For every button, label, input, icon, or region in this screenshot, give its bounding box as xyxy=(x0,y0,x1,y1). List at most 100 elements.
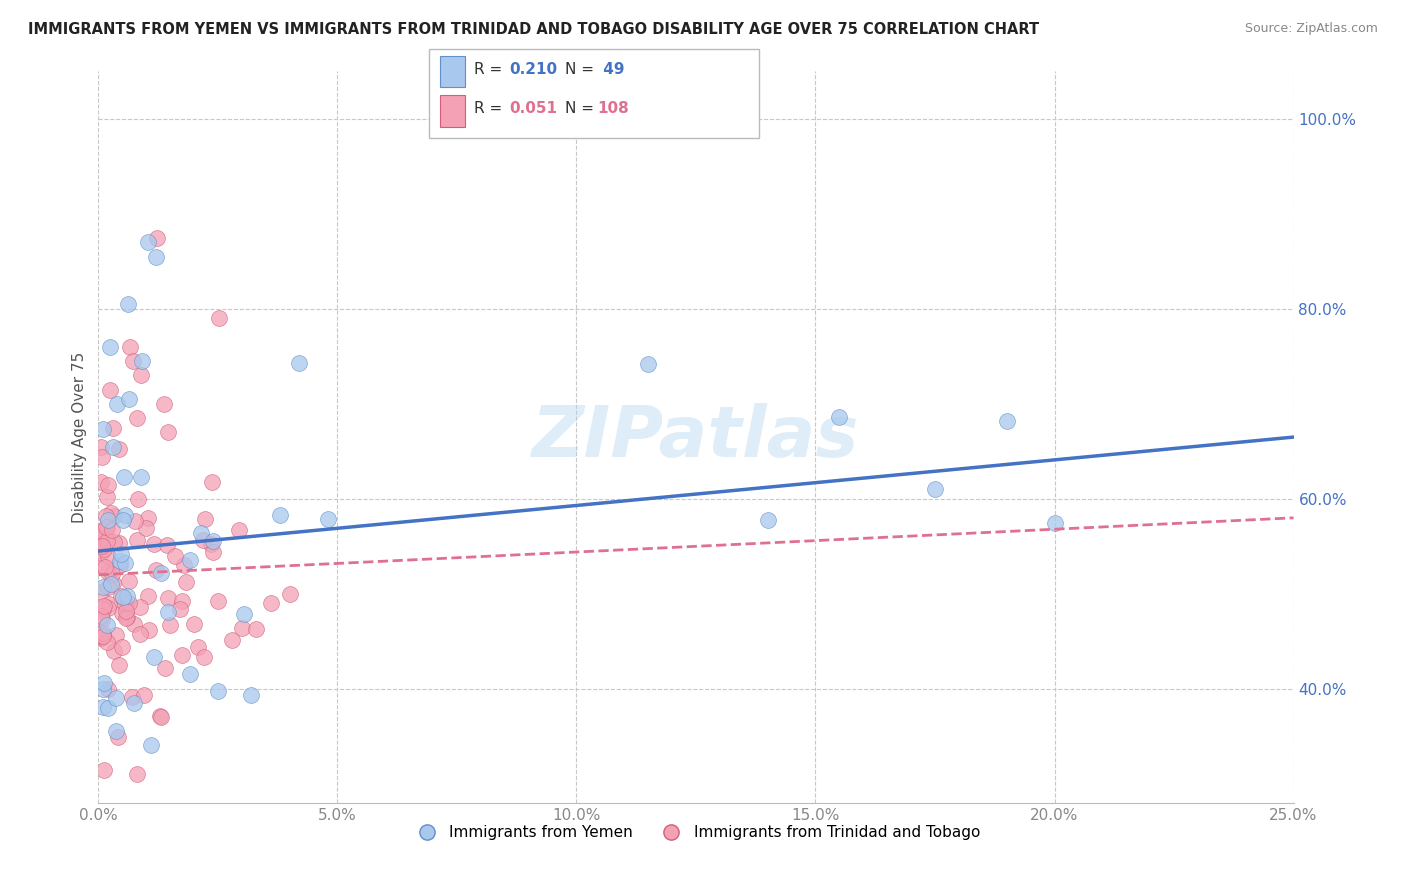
Point xyxy=(91,626,114,640)
Point xyxy=(179,553,201,567)
Point xyxy=(156,538,179,552)
Point xyxy=(122,617,145,632)
Point xyxy=(135,521,157,535)
Point xyxy=(156,605,179,619)
Point xyxy=(114,597,136,611)
Text: Source: ZipAtlas.com: Source: ZipAtlas.com xyxy=(1244,22,1378,36)
Legend: Immigrants from Yemen, Immigrants from Trinidad and Tobago: Immigrants from Yemen, Immigrants from T… xyxy=(405,819,987,847)
Point xyxy=(828,410,851,425)
Point xyxy=(107,536,129,550)
Point xyxy=(93,599,115,613)
Point xyxy=(93,602,115,616)
Point xyxy=(103,535,125,549)
Text: 0.051: 0.051 xyxy=(509,102,557,116)
Point xyxy=(233,607,256,621)
Point xyxy=(149,566,172,581)
Point xyxy=(288,356,311,370)
Point xyxy=(924,483,946,497)
Point xyxy=(221,633,243,648)
Point xyxy=(110,640,132,654)
Point xyxy=(129,599,152,614)
Point xyxy=(202,534,225,549)
Point xyxy=(145,563,167,577)
Point xyxy=(90,609,112,624)
Point xyxy=(98,383,121,397)
Point xyxy=(110,589,132,603)
Point xyxy=(96,534,118,549)
Point xyxy=(97,682,120,697)
Point xyxy=(101,421,124,435)
Point xyxy=(91,630,114,644)
Point xyxy=(131,354,153,368)
Point xyxy=(136,589,159,603)
Point xyxy=(637,357,659,371)
Point xyxy=(208,311,231,326)
Point xyxy=(110,558,132,573)
Point xyxy=(269,508,291,523)
Point xyxy=(101,440,124,454)
Point xyxy=(90,475,112,489)
Point xyxy=(159,618,181,632)
Point xyxy=(93,542,115,557)
Point xyxy=(172,594,194,608)
Point xyxy=(94,520,117,534)
Point xyxy=(149,710,172,724)
Point xyxy=(1043,516,1066,530)
Point xyxy=(187,640,209,655)
Point xyxy=(245,622,267,636)
Point xyxy=(134,688,156,702)
Point xyxy=(103,644,125,658)
Point xyxy=(190,525,212,540)
Text: N =: N = xyxy=(565,102,599,116)
Point xyxy=(96,618,118,632)
Point xyxy=(96,490,118,504)
Point xyxy=(90,539,112,553)
Point xyxy=(228,523,250,537)
Text: 0.210: 0.210 xyxy=(509,62,557,77)
Point xyxy=(98,597,121,611)
Point xyxy=(136,235,159,250)
Point xyxy=(114,557,136,571)
Point xyxy=(240,688,263,702)
Point xyxy=(103,576,125,591)
Point xyxy=(93,675,115,690)
Point xyxy=(115,604,138,618)
Point xyxy=(90,534,112,549)
Point xyxy=(138,511,160,525)
Text: 108: 108 xyxy=(598,102,630,116)
Point xyxy=(141,738,163,752)
Point xyxy=(995,414,1018,428)
Point xyxy=(259,596,281,610)
Point xyxy=(169,602,191,616)
Point xyxy=(193,649,215,664)
Point xyxy=(93,763,115,777)
Point xyxy=(94,559,117,574)
Point xyxy=(103,508,125,523)
Point xyxy=(90,585,112,599)
Point xyxy=(96,635,118,649)
Point xyxy=(118,392,141,406)
Point xyxy=(145,250,167,264)
Point xyxy=(156,425,179,440)
Point xyxy=(105,690,128,705)
Text: ZIPatlas: ZIPatlas xyxy=(533,402,859,472)
Point xyxy=(183,616,205,631)
Point xyxy=(174,574,197,589)
Point xyxy=(114,508,136,522)
Point xyxy=(200,537,222,551)
Point xyxy=(91,700,114,714)
Point xyxy=(97,600,120,615)
Point xyxy=(97,514,120,528)
Point xyxy=(97,478,120,492)
Point xyxy=(96,549,118,563)
Text: 49: 49 xyxy=(598,62,624,77)
Point xyxy=(90,532,112,546)
Point xyxy=(97,580,120,594)
Point xyxy=(163,549,186,563)
Point xyxy=(173,558,195,572)
Point xyxy=(90,612,112,626)
Point xyxy=(110,554,132,568)
Point xyxy=(96,521,118,535)
Point xyxy=(100,577,122,591)
Point xyxy=(121,690,143,704)
